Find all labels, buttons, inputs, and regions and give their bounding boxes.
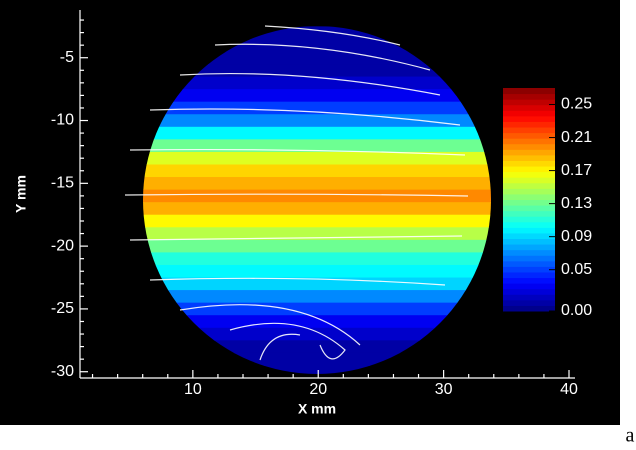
colorbar-segment: [503, 193, 555, 200]
colorbar-segment: [503, 88, 555, 95]
colorbar-segment: [503, 115, 555, 122]
field-band: [143, 189, 491, 203]
field-band: [143, 76, 491, 90]
y-axis-label: Y mm: [13, 175, 29, 213]
colorbar-tick-label: 0.13: [561, 195, 592, 212]
x-tick-label: 20: [309, 381, 327, 398]
field-band: [143, 126, 491, 140]
colorbar-segment: [503, 255, 555, 262]
colorbar-segment: [503, 93, 555, 100]
y-tick-label: -25: [51, 300, 74, 317]
field-band: [143, 214, 491, 228]
field-band: [143, 315, 491, 329]
panel-label: a: [626, 425, 635, 447]
field-band: [143, 302, 491, 316]
colorbar-segment: [503, 99, 555, 106]
field-band: [143, 327, 491, 341]
field-band: [143, 114, 491, 128]
colorbar-segment: [503, 305, 555, 312]
colorbar-segment: [503, 271, 555, 279]
x-tick-label: 30: [435, 381, 453, 398]
colorbar-segment: [503, 216, 555, 223]
x-tick-label: 40: [560, 381, 578, 398]
x-axis-label: X mm: [298, 401, 336, 417]
colorbar-segment: [503, 143, 555, 150]
y-tick-label: -10: [51, 112, 74, 129]
colorbar-segment: [503, 283, 555, 290]
colorbar-segment: [503, 110, 555, 117]
colorbar-segment: [503, 232, 555, 240]
colorbar-segment: [503, 221, 555, 228]
colorbar-segment: [503, 238, 555, 245]
colorbar-segment: [503, 132, 555, 139]
x-tick-label: 10: [184, 381, 202, 398]
field-band: [143, 164, 491, 178]
y-tick-label: -30: [51, 363, 74, 380]
colorbar-segment: [503, 299, 555, 306]
colorbar-segment: [503, 166, 555, 173]
colorbar-segment: [503, 277, 555, 284]
colorbar-segment: [503, 127, 555, 134]
field-band: [143, 277, 491, 291]
field-band: [143, 239, 491, 253]
colorbar-segment: [503, 149, 555, 156]
field-band: [143, 340, 491, 354]
colorbar-segment: [503, 104, 555, 111]
field-band: [143, 202, 491, 216]
field-band: [143, 264, 491, 279]
field-band: [143, 365, 491, 374]
field-band: [143, 290, 491, 304]
field-band: [143, 51, 491, 65]
colorbar-segment: [503, 138, 555, 145]
field-band: [143, 151, 491, 165]
colorbar-segment: [503, 227, 555, 234]
field-band: [143, 252, 491, 266]
y-tick-label: -20: [51, 237, 74, 254]
colorbar-tick-label: 0.25: [561, 96, 592, 113]
colorbar-segment: [503, 199, 555, 206]
colorbar-tick-label: 0.09: [561, 228, 592, 245]
colorbar-tick-label: 0.17: [561, 162, 592, 179]
y-tick-label: -5: [60, 49, 74, 66]
colorbar-segment: [503, 121, 555, 128]
colorbar-segment: [503, 182, 555, 189]
colorbar-tick-label: 0.05: [561, 261, 592, 278]
colorbar-segment: [503, 249, 555, 256]
colorbar-segment: [503, 154, 555, 161]
colorbar-segment: [503, 160, 555, 167]
colorbar-segment: [503, 188, 555, 195]
colorbar-segment: [503, 266, 555, 273]
streamlines: [124, 25, 469, 361]
colorbar-segment: [503, 205, 555, 212]
colorbar-tick-label: 0.00: [561, 302, 592, 319]
y-tick-label: -15: [51, 175, 74, 192]
field-band: [143, 89, 491, 103]
colorbar-segment: [503, 294, 555, 301]
colorbar-segment: [503, 288, 555, 295]
field-band: [143, 101, 491, 115]
colorbar-segment: [503, 210, 555, 217]
colorbar-tick-label: 0.21: [561, 129, 592, 146]
field-band: [143, 177, 491, 191]
colorbar-segment: [503, 244, 555, 251]
colorbar-segment: [503, 260, 555, 267]
colorbar-segment: [503, 171, 555, 178]
colorbar-segment: [503, 177, 555, 184]
field-band: [143, 227, 491, 241]
